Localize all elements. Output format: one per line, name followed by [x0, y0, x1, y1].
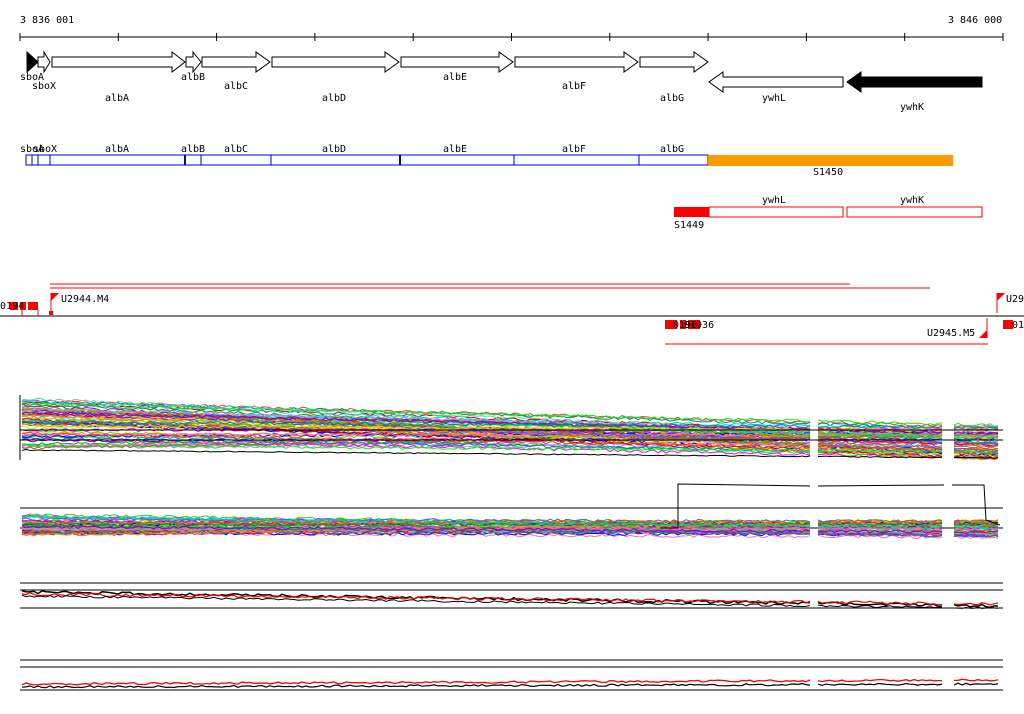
transcript-boxes[interactable]: [25, 154, 709, 166]
transcript-label-albF: albF: [562, 144, 586, 155]
feature-flag-U29[interactable]: [996, 293, 1005, 313]
gene-label-albA: albA: [105, 93, 129, 104]
feature-flag-U2944[interactable]: [49, 293, 59, 315]
rev-transcript-label-ywhL: ywhL: [762, 195, 786, 206]
gene-albD[interactable]: albD: [271, 51, 400, 104]
gene-label-albE: albE: [443, 72, 467, 83]
reverse-transcript-track: ywhL ywhK S1449: [674, 195, 983, 231]
feature-label-left: 0194: [0, 301, 24, 312]
segment-label-S1450: S1450: [813, 167, 843, 178]
gene-albC[interactable]: albC: [201, 51, 271, 92]
gene-label-ywhL: ywhL: [762, 93, 786, 104]
gene-ywhK[interactable]: ywhK: [846, 71, 983, 113]
transcript-box-ywhL[interactable]: [708, 206, 844, 218]
transcript-label-sboA: sboA: [20, 144, 44, 155]
gene-label-albC: albC: [224, 81, 248, 92]
feature-marker[interactable]: [665, 320, 677, 329]
expression-profile-panel-1: [19, 395, 1003, 461]
feature-flag-U2945[interactable]: [979, 318, 988, 338]
feature-marker[interactable]: [10, 302, 18, 310]
gene-label-albF: albF: [562, 81, 586, 92]
gene-albA[interactable]: albA: [51, 50, 186, 104]
transcript-label-sboX: sboX: [33, 144, 57, 155]
transcript-label-albA: albA: [105, 144, 129, 155]
segment-label-S1449: S1449: [674, 220, 704, 231]
gene-albF[interactable]: albF: [514, 51, 639, 92]
feature-label-mid-small: 0196: [673, 320, 697, 331]
coordinate-ruler: 3 836 001 3 846 000: [19, 15, 1004, 41]
ruler-start-coordinate: 3 836 001: [20, 15, 74, 26]
transcript-label-albD: albD: [322, 144, 346, 155]
gene-sboA[interactable]: sboA: [20, 50, 44, 83]
gene-label-albB: albB: [181, 72, 205, 83]
forward-transcript-track: sboA sboX albA albB albC albD albE albF …: [20, 144, 953, 178]
feature-label-U29: U29: [1006, 294, 1024, 305]
transcript-label-albB: albB: [181, 144, 205, 155]
gene-label-albD: albD: [322, 93, 346, 104]
rev-transcript-label-ywhK: ywhK: [900, 195, 924, 206]
transcript-label-albE: albE: [443, 144, 467, 155]
ruler-ticks: [19, 33, 1004, 41]
transcript-label-albC: albC: [224, 144, 248, 155]
expression-profile-panel-4: [20, 659, 1003, 691]
gene-albB[interactable]: albB: [181, 50, 205, 83]
gene-sboX[interactable]: sboX: [32, 50, 56, 92]
feature-label-U2944: U2944.M4: [61, 294, 109, 305]
gene-label-albG: albG: [660, 93, 684, 104]
feature-marker[interactable]: [688, 320, 700, 329]
feature-marker[interactable]: [680, 320, 686, 329]
feature-label-far-right: 01: [1012, 320, 1024, 331]
gene-albE[interactable]: albE: [400, 51, 514, 83]
gene-label-ywhK: ywhK: [900, 102, 924, 113]
regulatory-feature-track: 0194 U2944.M4 U29 0196 01936 U2945.M5 01: [0, 283, 1024, 345]
gene-label-sboX: sboX: [32, 81, 56, 92]
gene-label-sboA: sboA: [20, 72, 44, 83]
feature-marker[interactable]: [20, 302, 26, 310]
transcript-box-ywhK[interactable]: [846, 206, 983, 218]
gene-albG[interactable]: albG: [639, 51, 709, 104]
transcript-label-albG: albG: [660, 144, 684, 155]
gene-annotation-track: sboA sboX albA albB albC albD al: [20, 50, 983, 113]
segment-S1450[interactable]: [708, 155, 953, 166]
expression-profile-panel-2: [20, 483, 1003, 540]
feature-marker[interactable]: [28, 302, 38, 310]
gene-ywhL[interactable]: ywhL: [708, 71, 844, 104]
segment-S1449[interactable]: [674, 207, 709, 217]
feature-marker[interactable]: [1003, 320, 1013, 329]
feature-label-U2945: U2945.M5: [927, 328, 975, 339]
ruler-end-coordinate: 3 846 000: [948, 15, 1002, 26]
expression-profile-panel-3: [20, 582, 1003, 610]
feature-label-mid: 01936: [684, 320, 714, 331]
